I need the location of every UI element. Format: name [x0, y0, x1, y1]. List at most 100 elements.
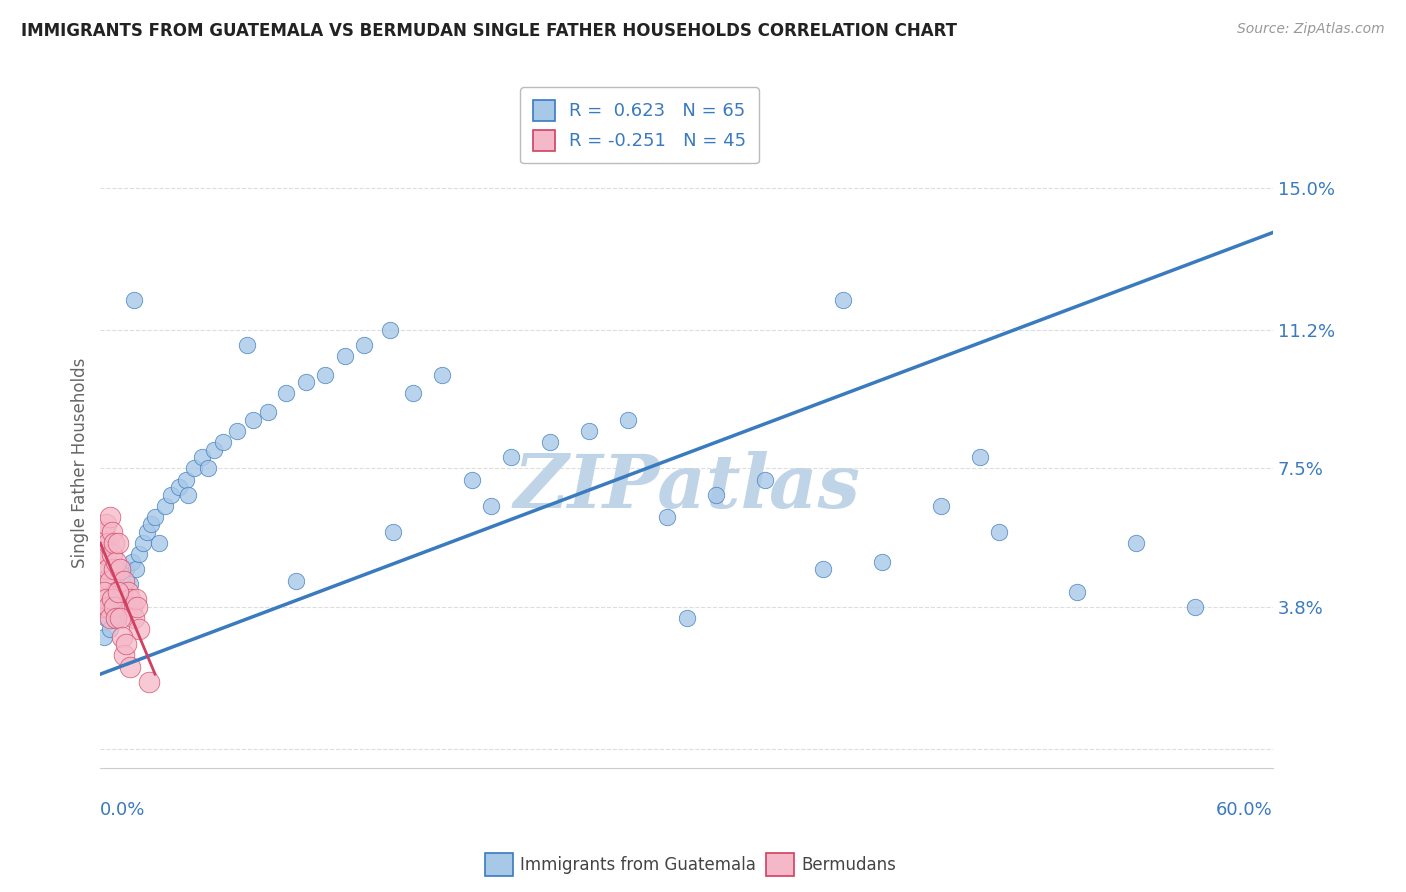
Point — [294, 376, 316, 390]
Point — [101, 592, 124, 607]
Text: 60.0%: 60.0% — [1216, 801, 1272, 819]
Point — [97, 536, 120, 550]
Y-axis label: Single Father Households: Single Father Households — [72, 358, 89, 568]
Point — [969, 450, 991, 464]
Point — [141, 517, 163, 532]
Point — [274, 386, 297, 401]
Point — [121, 555, 143, 569]
Point — [104, 584, 127, 599]
Point — [122, 293, 145, 307]
Point — [655, 510, 678, 524]
Point — [107, 584, 129, 599]
Point — [122, 611, 145, 625]
Point — [118, 592, 141, 607]
Point — [138, 674, 160, 689]
Point — [96, 592, 118, 607]
Point — [104, 611, 127, 625]
Point — [460, 473, 482, 487]
Point — [103, 599, 125, 614]
Point — [98, 574, 121, 588]
Point — [96, 517, 118, 532]
Point — [96, 611, 118, 625]
Point — [831, 293, 853, 307]
Point — [176, 473, 198, 487]
Legend: R =  0.623   N = 65, R = -0.251   N = 45: R = 0.623 N = 65, R = -0.251 N = 45 — [520, 87, 759, 163]
Point — [128, 622, 150, 636]
Point — [578, 424, 600, 438]
Point — [479, 499, 502, 513]
Point — [118, 577, 141, 591]
Point — [101, 548, 124, 562]
Point — [136, 524, 159, 539]
Point — [114, 562, 136, 576]
Point — [538, 435, 561, 450]
Text: 0.0%: 0.0% — [100, 801, 146, 819]
Point — [97, 599, 120, 614]
Point — [97, 562, 120, 576]
Point — [93, 584, 115, 599]
Point — [108, 562, 131, 576]
Point — [378, 323, 401, 337]
Point — [153, 499, 176, 513]
Point — [98, 510, 121, 524]
Point — [93, 555, 115, 569]
Point — [103, 599, 125, 614]
Point — [432, 368, 454, 382]
Point — [675, 611, 697, 625]
Point — [167, 480, 190, 494]
Point — [124, 562, 146, 576]
Point — [236, 338, 259, 352]
Point — [1184, 599, 1206, 614]
Point — [121, 599, 143, 614]
Point — [118, 659, 141, 673]
Point — [1125, 536, 1147, 550]
Point — [108, 611, 131, 625]
Point — [103, 562, 125, 576]
Text: ZIPatlas: ZIPatlas — [513, 450, 860, 524]
Point — [107, 536, 129, 550]
Point — [93, 536, 115, 550]
Point — [988, 524, 1011, 539]
Point — [1066, 584, 1088, 599]
Point — [104, 611, 127, 625]
Point — [91, 562, 114, 576]
Point — [284, 574, 307, 588]
Point — [97, 599, 120, 614]
Point — [112, 574, 135, 588]
Point — [382, 524, 405, 539]
Point — [103, 536, 125, 550]
Point — [108, 599, 131, 614]
Point — [117, 584, 139, 599]
Point — [101, 592, 124, 607]
Point — [159, 487, 181, 501]
Point — [314, 368, 336, 382]
Text: IMMIGRANTS FROM GUATEMALA VS BERMUDAN SINGLE FATHER HOUSEHOLDS CORRELATION CHART: IMMIGRANTS FROM GUATEMALA VS BERMUDAN SI… — [21, 22, 957, 40]
Point — [132, 536, 155, 550]
Text: Source: ZipAtlas.com: Source: ZipAtlas.com — [1237, 22, 1385, 37]
Text: Bermudans: Bermudans — [801, 856, 896, 874]
Point — [202, 442, 225, 457]
Point — [128, 548, 150, 562]
Point — [402, 386, 425, 401]
Point — [148, 536, 170, 550]
Point — [112, 592, 135, 607]
Text: Immigrants from Guatemala: Immigrants from Guatemala — [520, 856, 756, 874]
Point — [127, 599, 149, 614]
Point — [754, 473, 776, 487]
Point — [107, 584, 129, 599]
Point — [333, 349, 356, 363]
Point — [143, 510, 166, 524]
Point — [813, 562, 835, 576]
Point — [111, 630, 134, 644]
Point — [111, 584, 134, 599]
Point — [111, 574, 134, 588]
Point — [114, 599, 136, 614]
Point — [870, 555, 893, 569]
Point — [191, 450, 214, 464]
Point — [98, 611, 121, 625]
Point — [96, 574, 118, 588]
Point — [242, 412, 264, 426]
Point — [226, 424, 249, 438]
Point — [93, 630, 115, 644]
Point — [499, 450, 522, 464]
